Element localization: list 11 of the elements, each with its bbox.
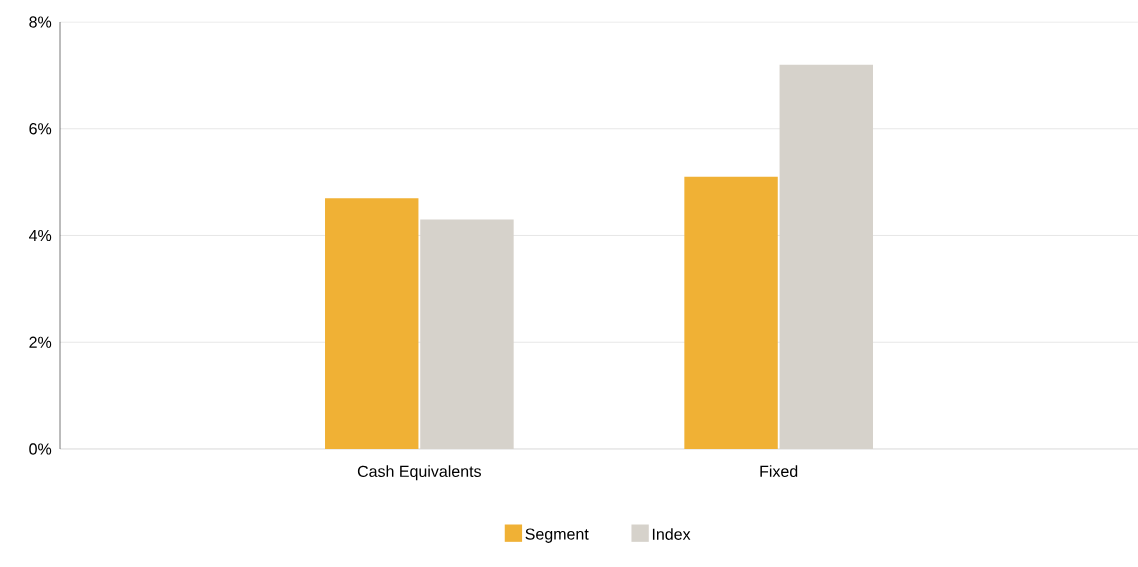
legend-label: Index	[652, 528, 691, 540]
y-tick-label: 2%	[29, 336, 52, 348]
y-tick-label: 8%	[29, 16, 52, 28]
y-tick-label: 4%	[29, 229, 52, 242]
bar	[325, 198, 419, 449]
x-tick-label: Cash Equivalents	[357, 465, 481, 481]
legend-label: Segment	[525, 528, 589, 543]
bar	[684, 176, 778, 449]
y-tick-label: 0%	[29, 443, 52, 455]
x-tick-label: Fixed	[760, 465, 798, 477]
y-tick-label: 6%	[29, 123, 52, 135]
